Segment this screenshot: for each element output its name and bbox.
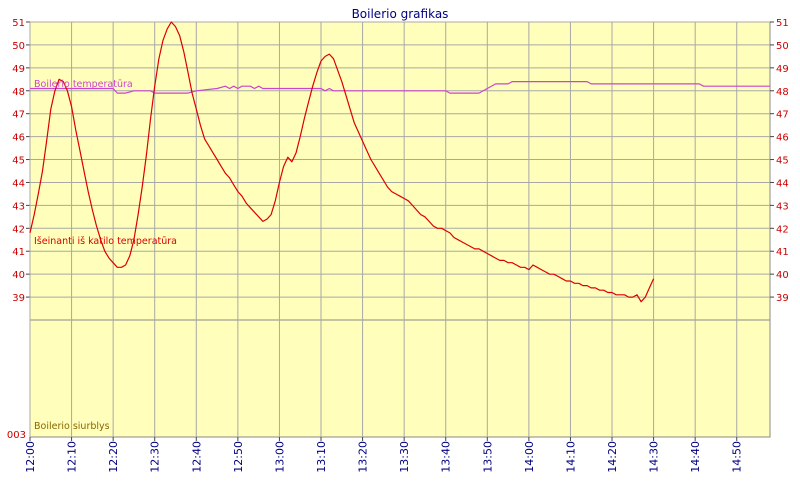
x-tick-label: 12:00 [24, 441, 37, 473]
y-tick-label-left: 49 [12, 64, 25, 75]
y-tick-label-right: 39 [776, 293, 789, 304]
y-tick-label-left: 46 [12, 133, 25, 144]
y-tick-label-left: 51 [12, 18, 25, 29]
y-tick-label-left: 39 [12, 293, 25, 304]
series-line-1 [29, 21, 655, 303]
series-label-1: Išeinanti iš katilo temperatūra [34, 236, 177, 247]
x-tick-label: 13:10 [315, 441, 328, 473]
chart-title: Boilerio grafikas [352, 7, 449, 21]
y-tick-label-right: 49 [776, 64, 789, 75]
grid-lines [26, 21, 774, 441]
series-labels: Boilerio temperatūra Išeinanti iš katilo … [34, 79, 177, 432]
y-tick-label-left: 43 [12, 201, 25, 212]
y-tick-label-left: 48 [12, 87, 25, 98]
y-tick-label-right: 43 [776, 201, 789, 212]
x-tick-label: 13:20 [357, 441, 370, 473]
y-tick-label-right: 47 [776, 110, 789, 121]
axis-tick-labels: 39 39 40 40 41 41 42 42 43 43 44 44 45 45 46 46 47 47 48 48… [7, 18, 789, 473]
y-tick-label-right: 46 [776, 133, 789, 144]
series-label-2: Boilerio siurblys [34, 421, 110, 432]
x-tick-label: 14:10 [564, 441, 577, 473]
y-tick-label-left: 41 [12, 247, 25, 258]
y-tick-label-right: 48 [776, 87, 789, 98]
y-tick-label-right: 51 [776, 18, 789, 29]
y-tick-label-right: 45 [776, 156, 789, 167]
y-tick-label-left: 42 [12, 224, 25, 235]
y-tick-label-right: 44 [776, 178, 789, 189]
x-tick-label: 12:40 [190, 441, 203, 473]
x-tick-label: 12:10 [66, 441, 79, 473]
x-tick-label: 14:30 [648, 441, 661, 473]
y-tick-label-left: 47 [12, 110, 25, 121]
y-tick-label-right: 40 [776, 270, 789, 281]
x-tick-label: 13:30 [398, 441, 411, 473]
x-tick-label: 12:30 [149, 441, 162, 473]
x-tick-label: 12:20 [107, 441, 120, 473]
y-tick-label-left: 50 [12, 41, 25, 52]
lower-panel-label: 003 [7, 430, 26, 441]
series-lines [29, 21, 770, 303]
x-tick-label: 14:40 [689, 441, 702, 473]
y-tick-label-left: 45 [12, 156, 25, 167]
y-tick-label-right: 42 [776, 224, 789, 235]
x-tick-label: 14:20 [606, 441, 619, 473]
y-tick-label-right: 41 [776, 247, 789, 258]
x-tick-label: 13:40 [440, 441, 453, 473]
x-tick-label: 12:50 [232, 441, 245, 473]
x-tick-label: 14:50 [731, 441, 744, 473]
x-tick-label: 14:00 [523, 441, 536, 473]
x-tick-label: 13:00 [273, 441, 286, 473]
series-label-0: Boilerio temperatūra [34, 79, 133, 90]
y-tick-label-left: 44 [12, 178, 25, 189]
y-tick-label-left: 40 [12, 270, 25, 281]
x-tick-label: 13:50 [481, 441, 494, 473]
y-tick-label-right: 50 [776, 41, 789, 52]
